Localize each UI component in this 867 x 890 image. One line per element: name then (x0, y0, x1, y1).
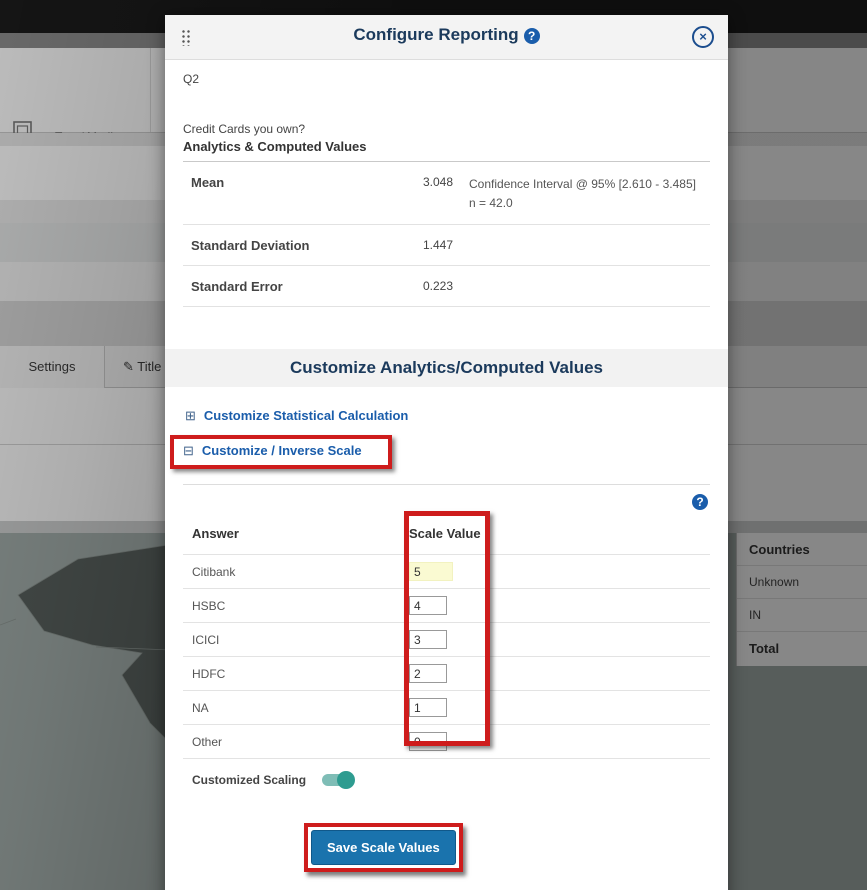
scale-row: HSBC (183, 588, 710, 622)
scale-row: HDFC (183, 656, 710, 690)
scale-row: Other (183, 724, 710, 758)
analytics-heading: Analytics & Computed Values (183, 139, 710, 162)
section-statistical-calculation[interactable]: ⊞ Customize Statistical Calculation (185, 408, 409, 424)
modal-body: Q2 Credit Cards you own? Analytics & Com… (165, 60, 728, 890)
scale-value-input[interactable] (409, 698, 447, 718)
scale-row: ICICI (183, 622, 710, 656)
table-bottom-border (183, 758, 710, 760)
scale-value-input[interactable] (409, 562, 453, 582)
divider (183, 484, 710, 486)
analytics-row: Mean 3.048 Confidence Interval @ 95% [2.… (183, 162, 710, 226)
question-text: Credit Cards you own? (183, 122, 306, 136)
country-row: IN (737, 599, 867, 632)
scale-value-table: Answer Scale Value Citibank HSBC ICICI H… (183, 511, 710, 760)
scale-value-input[interactable] (409, 732, 447, 752)
scale-value-column-header: Scale Value (409, 526, 481, 542)
annotation-box-inverse-scale: ⊟ Customize / Inverse Scale (170, 435, 392, 470)
customize-section-heading: Customize Analytics/Computed Values (165, 349, 728, 388)
pencil-icon: ✎ (123, 359, 134, 374)
toggle-label: Customized Scaling (192, 773, 307, 788)
customized-scaling-row: Customized Scaling (192, 771, 710, 790)
scale-value-input[interactable] (409, 664, 447, 684)
scale-row: Citibank (183, 554, 710, 588)
scale-row: NA (183, 690, 710, 724)
toggle-knob (337, 771, 356, 790)
customized-scaling-toggle[interactable] (322, 771, 356, 790)
confidence-interval: Confidence Interval @ 95% [2.610 - 3.485… (469, 177, 696, 191)
tab-settings[interactable]: Settings (0, 346, 105, 388)
country-row: Unknown (737, 566, 867, 599)
analytics-row: Standard Deviation 1.447 (183, 225, 710, 267)
drag-handle-icon[interactable] (181, 29, 192, 46)
question-code: Q2 (183, 72, 200, 86)
scale-value-input[interactable] (409, 596, 447, 616)
modal-title: Configure Reporting? (165, 25, 728, 45)
toolbar-divider (150, 48, 151, 132)
save-scale-values-button[interactable]: Save Scale Values (311, 830, 456, 866)
help-icon[interactable]: ? (692, 494, 708, 511)
section-inverse-scale[interactable]: ⊟ Customize / Inverse Scale (183, 443, 362, 459)
countries-header: Countries (737, 533, 867, 566)
configure-reporting-modal: Configure Reporting? × Q2 Credit Cards y… (165, 15, 728, 890)
analytics-row: Standard Error 0.223 (183, 266, 710, 308)
scale-table-header: Answer Scale Value (183, 514, 710, 554)
close-icon[interactable]: × (692, 26, 714, 48)
country-total-row: Total (749, 641, 780, 656)
help-icon[interactable]: ? (523, 27, 540, 44)
annotation-box-save-button: Save Scale Values (304, 823, 463, 873)
scale-value-input[interactable] (409, 630, 447, 650)
sample-size: n = 42.0 (469, 195, 513, 210)
answer-column-header: Answer (192, 526, 239, 542)
plus-box-icon: ⊞ (185, 408, 196, 424)
modal-header: Configure Reporting? × (165, 15, 728, 60)
minus-box-icon: ⊟ (183, 443, 194, 459)
countries-panel: Countries Unknown IN Total (736, 533, 867, 666)
